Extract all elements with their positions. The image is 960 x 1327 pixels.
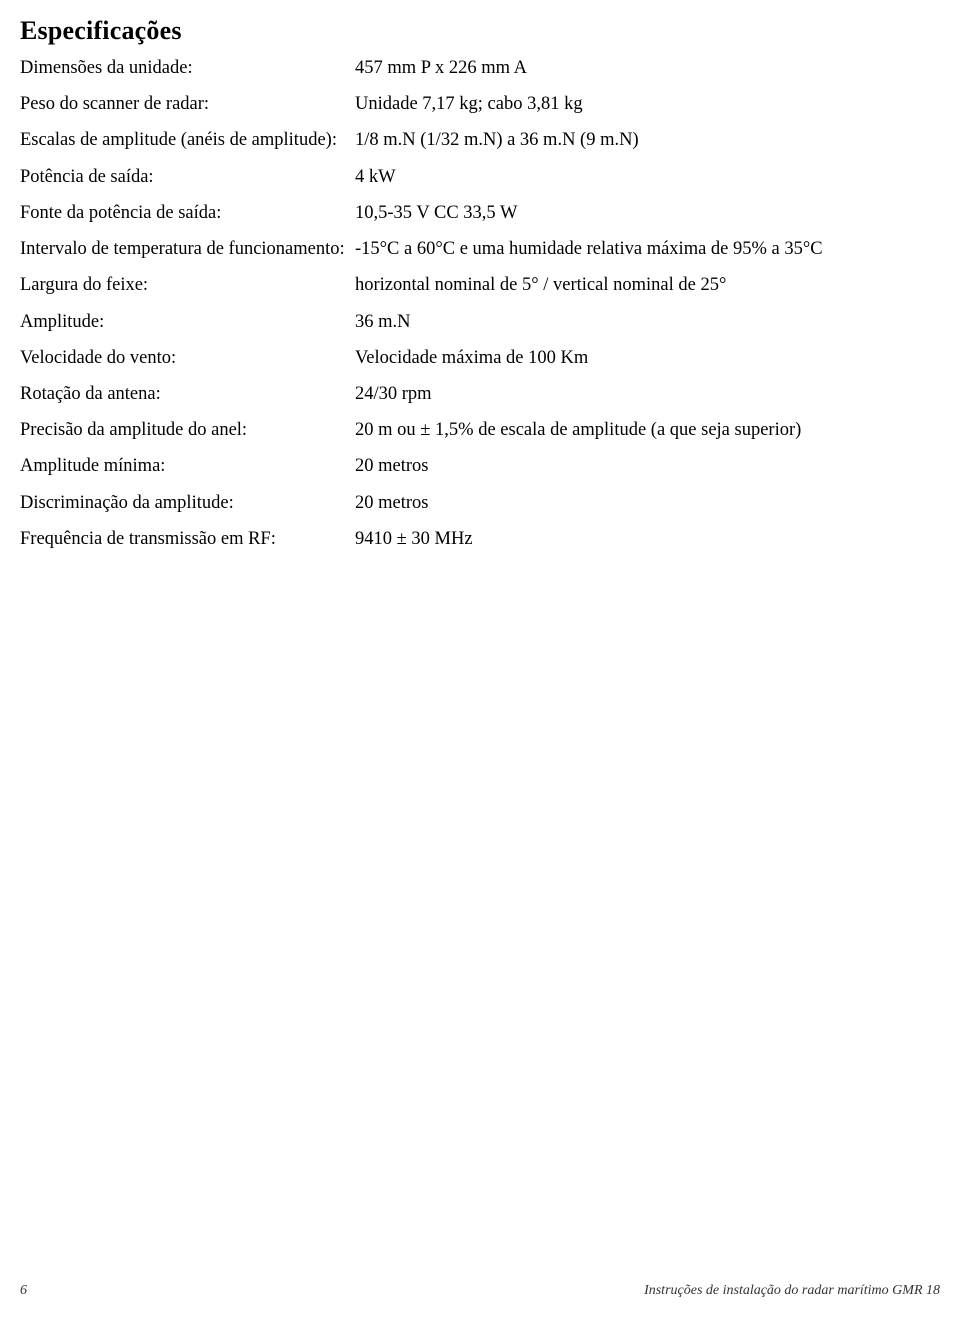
spec-value: horizontal nominal de 5° / vertical nomi… (355, 267, 940, 303)
spec-label: Amplitude mínima: (20, 448, 355, 484)
spec-label: Intervalo de temperatura de funcionament… (20, 231, 355, 267)
spec-row: Dimensões da unidade: 457 mm P x 226 mm … (20, 50, 940, 86)
spec-label: Fonte da potência de saída: (20, 195, 355, 231)
spec-label: Escalas de amplitude (anéis de amplitude… (20, 122, 355, 158)
spec-label: Dimensões da unidade: (20, 50, 355, 86)
spec-label: Velocidade do vento: (20, 340, 355, 376)
spec-row: Precisão da amplitude do anel: 20 m ou ±… (20, 412, 940, 448)
spec-value: 20 metros (355, 448, 940, 484)
spec-row: Velocidade do vento: Velocidade máxima d… (20, 340, 940, 376)
spec-value: 9410 ± 30 MHz (355, 521, 940, 557)
spec-value: 24/30 rpm (355, 376, 940, 412)
spec-row: Amplitude mínima: 20 metros (20, 448, 940, 484)
spec-value: 4 kW (355, 159, 940, 195)
specifications-tbody: Dimensões da unidade: 457 mm P x 226 mm … (20, 50, 940, 557)
spec-row: Amplitude: 36 m.N (20, 304, 940, 340)
spec-row: Escalas de amplitude (anéis de amplitude… (20, 122, 940, 158)
spec-label: Peso do scanner de radar: (20, 86, 355, 122)
spec-row: Potência de saída: 4 kW (20, 159, 940, 195)
spec-row: Intervalo de temperatura de funcionament… (20, 231, 940, 267)
spec-row: Frequência de transmissão em RF: 9410 ± … (20, 521, 940, 557)
page-number: 6 (20, 1283, 27, 1299)
spec-label: Rotação da antena: (20, 376, 355, 412)
spec-label: Frequência de transmissão em RF: (20, 521, 355, 557)
spec-row: Largura do feixe: horizontal nominal de … (20, 267, 940, 303)
spec-label: Potência de saída: (20, 159, 355, 195)
spec-value: 20 metros (355, 485, 940, 521)
spec-row: Peso do scanner de radar: Unidade 7,17 k… (20, 86, 940, 122)
spec-label: Largura do feixe: (20, 267, 355, 303)
spec-value: Velocidade máxima de 100 Km (355, 340, 940, 376)
spec-row: Rotação da antena: 24/30 rpm (20, 376, 940, 412)
spec-value: 1/8 m.N (1/32 m.N) a 36 m.N (9 m.N) (355, 122, 940, 158)
spec-value: 457 mm P x 226 mm A (355, 50, 940, 86)
spec-value: 36 m.N (355, 304, 940, 340)
page-footer: 6 Instruções de instalação do radar marí… (20, 1283, 940, 1299)
spec-label: Amplitude: (20, 304, 355, 340)
spec-value: 10,5-35 V CC 33,5 W (355, 195, 940, 231)
spec-value: 20 m ou ± 1,5% de escala de amplitude (a… (355, 412, 940, 448)
section-title: Especificações (20, 16, 940, 46)
spec-label: Discriminação da amplitude: (20, 485, 355, 521)
spec-row: Discriminação da amplitude: 20 metros (20, 485, 940, 521)
spec-value: -15°C a 60°C e uma humidade relativa máx… (355, 231, 940, 267)
spec-label: Precisão da amplitude do anel: (20, 412, 355, 448)
footer-doc-title: Instruções de instalação do radar maríti… (644, 1283, 940, 1299)
spec-value: Unidade 7,17 kg; cabo 3,81 kg (355, 86, 940, 122)
spec-row: Fonte da potência de saída: 10,5-35 V CC… (20, 195, 940, 231)
specifications-table: Dimensões da unidade: 457 mm P x 226 mm … (20, 50, 940, 557)
